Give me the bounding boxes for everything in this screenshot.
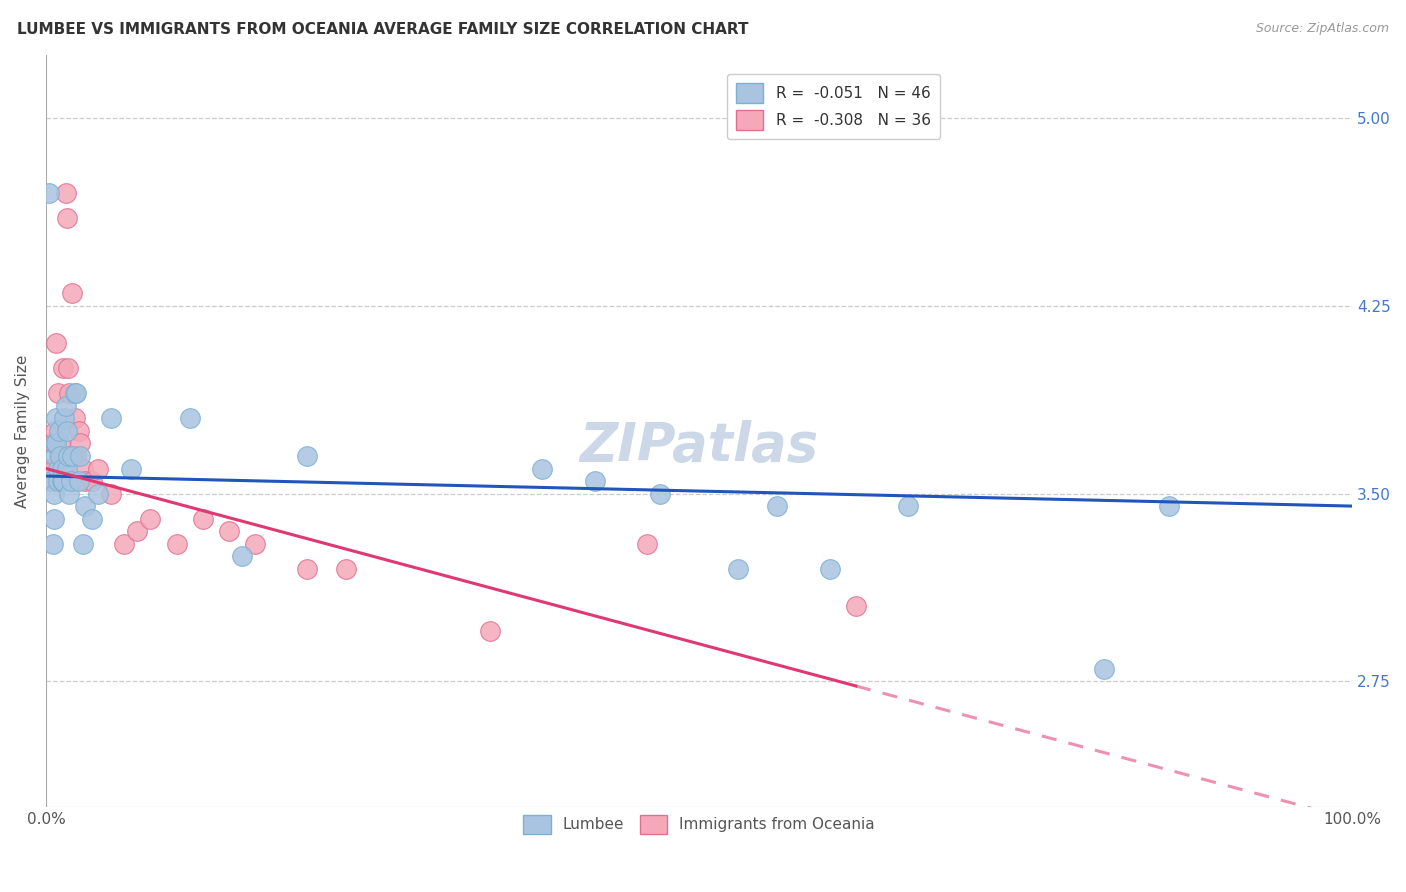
Point [41, 536, 63, 550]
Point [63, 411, 86, 425]
Point [56, 461, 79, 475]
Point [897, 499, 920, 513]
Point [166, 536, 188, 550]
Point [56, 424, 79, 438]
Point [58, 386, 80, 401]
Point [42, 511, 65, 525]
Point [87, 486, 110, 500]
Point [45, 436, 67, 450]
Point [67, 424, 90, 438]
Point [65, 386, 87, 401]
Point [531, 461, 554, 475]
Point [67, 474, 90, 488]
Point [636, 536, 658, 550]
Point [45, 336, 67, 351]
Point [52, 361, 75, 376]
Point [218, 524, 240, 538]
Point [44, 436, 66, 450]
Point [46, 386, 69, 401]
Point [1159, 499, 1181, 513]
Point [48, 424, 70, 438]
Point [179, 411, 201, 425]
Point [1092, 662, 1115, 676]
Point [191, 511, 214, 525]
Point [65, 449, 87, 463]
Point [818, 562, 841, 576]
Point [55, 186, 77, 200]
Point [72, 536, 94, 550]
Point [55, 399, 77, 413]
Point [60, 449, 83, 463]
Point [72, 461, 94, 475]
Point [335, 562, 357, 576]
Point [56, 361, 79, 376]
Text: Source: ZipAtlas.com: Source: ZipAtlas.com [1256, 22, 1389, 36]
Legend: Lumbee, Immigrants from Oceania: Lumbee, Immigrants from Oceania [517, 808, 882, 840]
Point [38, 461, 60, 475]
Point [727, 562, 749, 576]
Point [39, 474, 62, 488]
Point [49, 436, 72, 450]
Point [42, 461, 65, 475]
Point [42, 486, 65, 500]
Point [231, 549, 253, 564]
Point [58, 486, 80, 500]
Point [100, 411, 122, 425]
Point [112, 536, 135, 550]
Point [75, 474, 97, 488]
Point [39, 474, 62, 488]
Point [46, 461, 69, 475]
Y-axis label: Average Family Size: Average Family Size [15, 354, 30, 508]
Point [297, 562, 319, 576]
Point [87, 461, 110, 475]
Point [41, 436, 63, 450]
Point [648, 486, 671, 500]
Point [127, 524, 149, 538]
Point [49, 449, 72, 463]
Point [56, 449, 79, 463]
Point [48, 449, 70, 463]
Point [53, 411, 76, 425]
Point [59, 474, 82, 488]
Point [38, 186, 60, 200]
Point [75, 499, 97, 513]
Point [69, 436, 91, 450]
Point [80, 474, 103, 488]
Point [139, 511, 162, 525]
Point [46, 474, 69, 488]
Point [80, 511, 103, 525]
Point [51, 474, 73, 488]
Point [69, 449, 91, 463]
Point [63, 386, 86, 401]
Point [100, 486, 122, 500]
Point [56, 211, 79, 225]
Point [52, 474, 75, 488]
Point [479, 624, 502, 639]
Point [120, 461, 142, 475]
Point [60, 286, 83, 301]
Point [243, 536, 266, 550]
Text: LUMBEE VS IMMIGRANTS FROM OCEANIA AVERAGE FAMILY SIZE CORRELATION CHART: LUMBEE VS IMMIGRANTS FROM OCEANIA AVERAG… [17, 22, 748, 37]
Point [583, 474, 606, 488]
Text: ZIPatlas: ZIPatlas [579, 420, 818, 472]
Point [51, 461, 73, 475]
Point [766, 499, 789, 513]
Point [297, 449, 319, 463]
Point [44, 424, 66, 438]
Point [45, 411, 67, 425]
Point [845, 599, 868, 614]
Point [44, 449, 66, 463]
